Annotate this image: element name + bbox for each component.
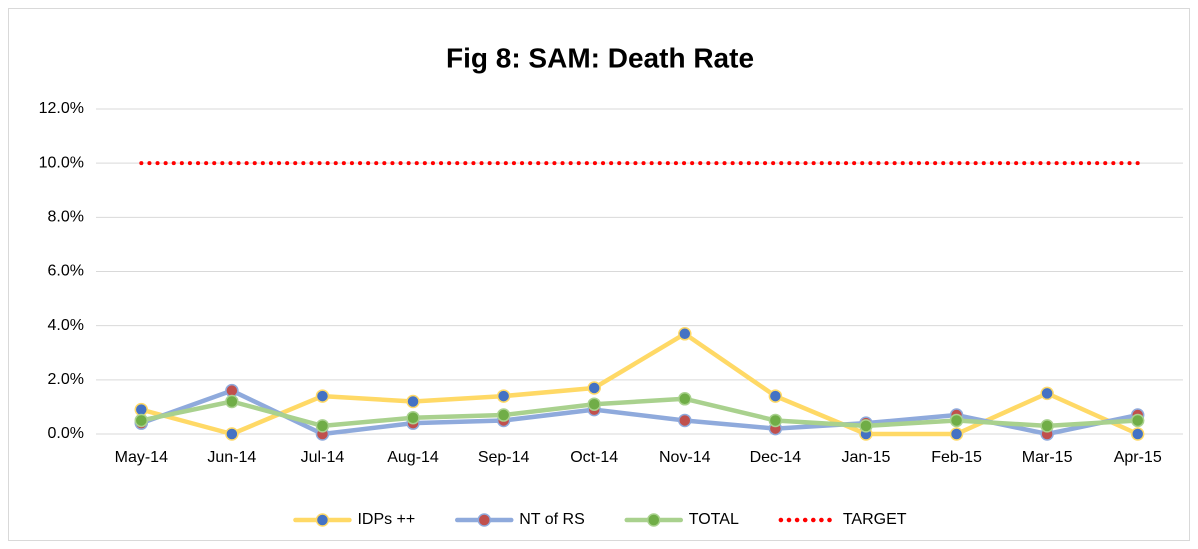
series-marker [225, 427, 239, 441]
series-marker [587, 381, 601, 395]
x-tick-label: Jul-14 [301, 449, 345, 466]
series-marker [315, 389, 330, 403]
x-tick-label: Nov-14 [659, 449, 711, 466]
chart-title: Fig 8: SAM: Death Rate [446, 42, 754, 73]
x-tick-label: Jan-15 [841, 449, 890, 466]
series-marker [1040, 419, 1054, 433]
series-marker [587, 397, 601, 411]
x-tick-label: Mar-15 [1022, 449, 1073, 466]
legend-label: TARGET [843, 511, 907, 528]
legend-marker [315, 513, 330, 527]
series-marker [1130, 427, 1145, 441]
series-marker [678, 327, 692, 341]
series-line [139, 396, 1140, 429]
legend-marker [477, 513, 492, 527]
x-tick-label: Oct-14 [570, 449, 618, 466]
series-marker [496, 408, 511, 422]
series-marker [315, 419, 330, 433]
series-marker [949, 413, 964, 428]
x-tick-label: Dec-14 [750, 449, 802, 466]
series-line [139, 331, 1140, 437]
legend-marker [647, 513, 661, 527]
series-marker [406, 411, 420, 425]
x-tick-label: May-14 [115, 449, 168, 466]
series-line [139, 388, 1140, 437]
series-marker [949, 427, 964, 441]
x-tick-label: Feb-15 [931, 449, 982, 466]
series-marker [768, 389, 783, 403]
y-tick-label: 12.0% [39, 100, 84, 117]
series-marker [859, 419, 873, 433]
x-tick-label: Aug-14 [387, 449, 439, 466]
legend-label: TOTAL [689, 511, 739, 528]
y-tick-label: 8.0% [48, 209, 84, 226]
chart-border [8, 8, 1190, 541]
y-tick-label: 2.0% [48, 371, 84, 388]
legend-label: NT of RS [519, 511, 585, 528]
y-tick-label: 10.0% [39, 154, 84, 171]
y-tick-label: 0.0% [48, 425, 84, 442]
series-marker [496, 389, 511, 403]
series-marker [225, 394, 239, 409]
x-tick-label: Jun-14 [207, 449, 256, 466]
series-marker [134, 413, 149, 428]
y-tick-label: 6.0% [48, 263, 84, 280]
series-marker [1130, 413, 1145, 428]
series-marker [406, 394, 420, 409]
legend-label: IDPs ++ [357, 511, 415, 528]
series-marker [1040, 386, 1054, 401]
series-marker [678, 413, 692, 428]
x-tick-label: Apr-15 [1114, 449, 1162, 466]
series-marker [768, 413, 783, 428]
x-tick-label: Sep-14 [478, 449, 530, 466]
y-tick-label: 4.0% [48, 317, 84, 334]
series-marker [678, 392, 692, 406]
